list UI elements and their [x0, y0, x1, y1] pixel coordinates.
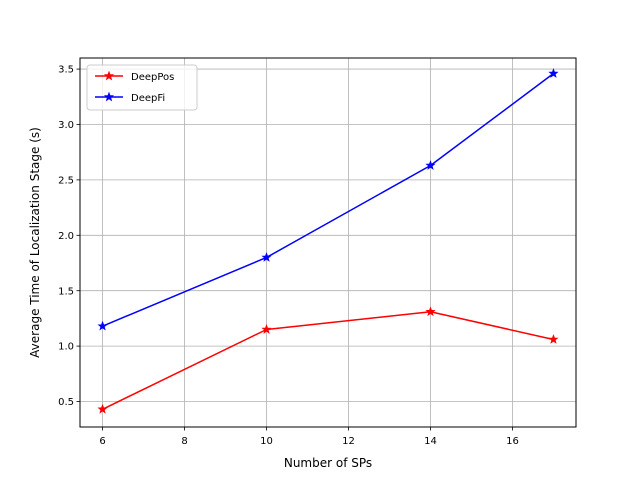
- series-line-deepfi: [102, 72, 554, 327]
- legend-label-deepfi: DeepFi: [131, 93, 165, 104]
- data-point-deepfi: [425, 160, 436, 170]
- x-tick-label: 12: [342, 436, 355, 447]
- data-point-deepfi: [548, 68, 559, 78]
- y-tick-label: 2.0: [58, 231, 74, 242]
- legend-marker-deepfi: [103, 91, 115, 102]
- plot-series: [97, 68, 559, 414]
- legend-label-deeppos: DeepPos: [131, 72, 174, 83]
- y-axis-label: Average Time of Localization Stage (s): [28, 127, 42, 358]
- y-tick-label: 1.5: [58, 286, 74, 297]
- data-point-deeppos: [425, 306, 436, 317]
- data-point-deeppos: [97, 403, 108, 414]
- plot-frame: [79, 57, 577, 428]
- legend: DeepPos DeepFi: [86, 64, 198, 111]
- series-line-deeppos: [102, 311, 554, 410]
- y-tick-label: 2.5: [58, 175, 74, 186]
- x-tick-label: 14: [424, 436, 437, 447]
- data-point-deepfi: [97, 320, 108, 331]
- x-tick-label: 10: [260, 436, 273, 447]
- x-axis-label: Number of SPs: [284, 456, 372, 470]
- y-tick-label: 3.0: [58, 120, 74, 131]
- data-point-deepfi: [261, 252, 272, 262]
- legend-marker-deeppos: [103, 70, 115, 81]
- x-tick-label: 16: [506, 436, 519, 447]
- grid: [80, 58, 576, 427]
- y-tick-label: 3.5: [58, 65, 74, 76]
- axis-ticks: 6 8 10 12 14 16 0.5 1.0 1.5 2.0 2.5 3.0 3.5: [58, 65, 519, 447]
- data-point-deeppos: [548, 334, 559, 344]
- data-point-deeppos: [261, 324, 272, 334]
- x-tick-label: 6: [99, 436, 105, 447]
- y-tick-label: 1.0: [58, 342, 74, 353]
- y-tick-label: 0.5: [58, 397, 74, 408]
- x-tick-label: 8: [181, 436, 187, 447]
